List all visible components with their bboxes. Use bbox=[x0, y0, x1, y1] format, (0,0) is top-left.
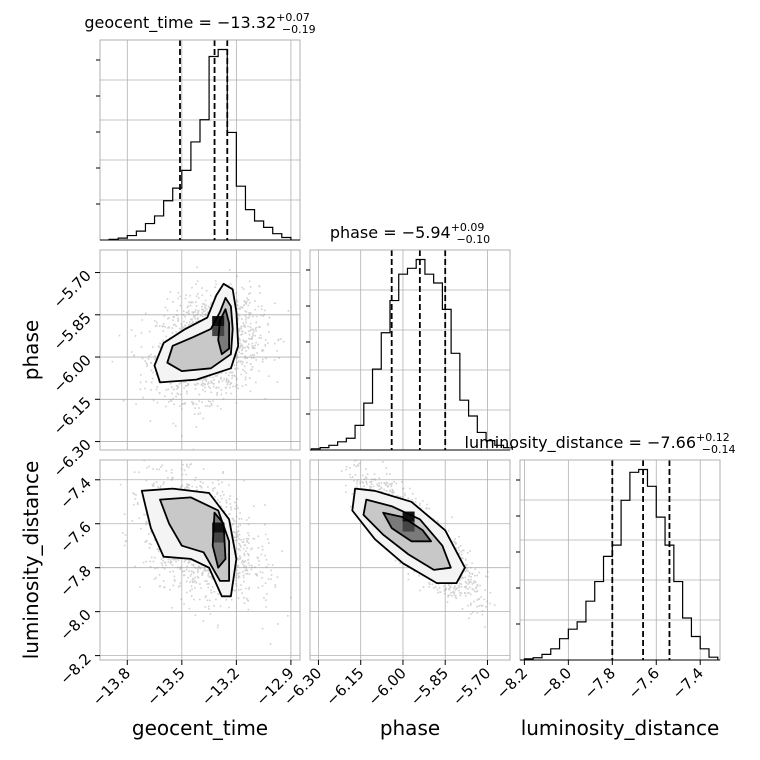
panel-frame bbox=[519, 459, 721, 661]
x-tick-label: −5.85 bbox=[407, 664, 452, 709]
density-peak-lower bbox=[212, 532, 225, 543]
panel-frame bbox=[99, 459, 301, 661]
title-prefix: phase = −5.94 bbox=[330, 223, 451, 242]
x-tick-label: −5.70 bbox=[449, 664, 494, 709]
histogram-luminosity_distance bbox=[523, 468, 719, 660]
y-tick-label: −8.0 bbox=[56, 606, 94, 644]
panel-inner bbox=[310, 460, 510, 660]
panel-title-phase: phase = −5.94+0.09 −0.10 bbox=[330, 221, 490, 246]
hist-panel-luminosity_distance: luminosity_distance = −7.66+0.12 −0.14 bbox=[465, 431, 736, 661]
title-minus: −0.10 bbox=[456, 233, 490, 246]
y-axis-label-luminosity_distance: luminosity_distance bbox=[19, 461, 43, 660]
y-tick-label: −5.85 bbox=[50, 309, 95, 354]
x-tick-label: −13.2 bbox=[198, 664, 243, 709]
histogram-phase bbox=[310, 258, 513, 450]
x-tick-label: −13.8 bbox=[89, 664, 134, 709]
title-prefix: luminosity_distance = −7.66 bbox=[465, 433, 696, 453]
x-axis-label-geocent_time: geocent_time bbox=[132, 716, 268, 740]
contour-line-1 bbox=[159, 496, 230, 582]
contour-line-0 bbox=[140, 487, 238, 598]
panel-frame bbox=[99, 249, 301, 451]
x-axis-label-luminosity_distance: luminosity_distance bbox=[521, 716, 720, 740]
contour-line-0 bbox=[351, 487, 466, 584]
scatter-panel-geocent_time-luminosity_distance bbox=[99, 459, 301, 661]
title-prefix: geocent_time = −13.32 bbox=[84, 13, 276, 33]
contour-line-2 bbox=[382, 511, 432, 543]
contour-line-1 bbox=[362, 498, 452, 571]
y-tick-label: −5.70 bbox=[50, 267, 95, 312]
x-tick-label: −8.0 bbox=[537, 664, 575, 702]
x-axis-label-phase: phase bbox=[380, 716, 440, 740]
contour-fill-1 bbox=[160, 497, 230, 581]
y-tick-label: −8.2 bbox=[56, 650, 94, 688]
y-tick-label: −7.6 bbox=[56, 518, 94, 556]
histogram-geocent_time bbox=[108, 48, 292, 240]
x-tick-label: −6.00 bbox=[365, 664, 410, 709]
panel-inner bbox=[100, 460, 300, 660]
panel-frame bbox=[309, 459, 511, 661]
hist-panel-phase: phase = −5.94+0.09 −0.10 bbox=[306, 221, 513, 451]
contour-line-0 bbox=[153, 282, 240, 384]
y-axis-label-phase: phase bbox=[19, 320, 43, 380]
title-plus: +0.07 bbox=[276, 11, 310, 24]
contour-line-2 bbox=[217, 308, 230, 356]
hist-panel-geocent_time: geocent_time = −13.32+0.07 −0.19 bbox=[84, 11, 316, 241]
density-peak bbox=[402, 511, 415, 522]
x-tick-label: −7.8 bbox=[581, 664, 619, 702]
y-tick-label: −7.8 bbox=[56, 562, 94, 600]
title-plus: +0.12 bbox=[696, 431, 730, 444]
x-tick-label: −7.6 bbox=[625, 664, 663, 702]
title-minus: −0.14 bbox=[702, 443, 736, 456]
density-peak-lower bbox=[402, 521, 415, 532]
scatter-panel-geocent_time-phase bbox=[99, 249, 301, 451]
x-tick-label: −7.4 bbox=[669, 664, 707, 702]
panel-inner bbox=[100, 250, 300, 450]
title-plus: +0.09 bbox=[451, 221, 485, 234]
contour-line-2 bbox=[211, 511, 227, 569]
y-tick-label: −6.15 bbox=[50, 393, 95, 438]
x-tick-label: −6.15 bbox=[322, 664, 367, 709]
panel-title-geocent_time: geocent_time = −13.32+0.07 −0.19 bbox=[84, 11, 315, 36]
contour-line-1 bbox=[166, 297, 234, 372]
y-tick-label: −6.00 bbox=[50, 351, 95, 396]
panel-frame bbox=[309, 249, 511, 451]
y-tick-label: −6.30 bbox=[50, 436, 95, 481]
density-peak bbox=[212, 316, 225, 327]
x-tick-label: −8.2 bbox=[493, 664, 531, 702]
panel-title-luminosity_distance: luminosity_distance = −7.66+0.12 −0.14 bbox=[465, 431, 736, 456]
x-tick-label: −13.5 bbox=[143, 664, 188, 709]
title-minus: −0.19 bbox=[282, 23, 316, 36]
density-peak bbox=[212, 522, 225, 533]
scatter-panel-phase-luminosity_distance bbox=[309, 459, 511, 661]
